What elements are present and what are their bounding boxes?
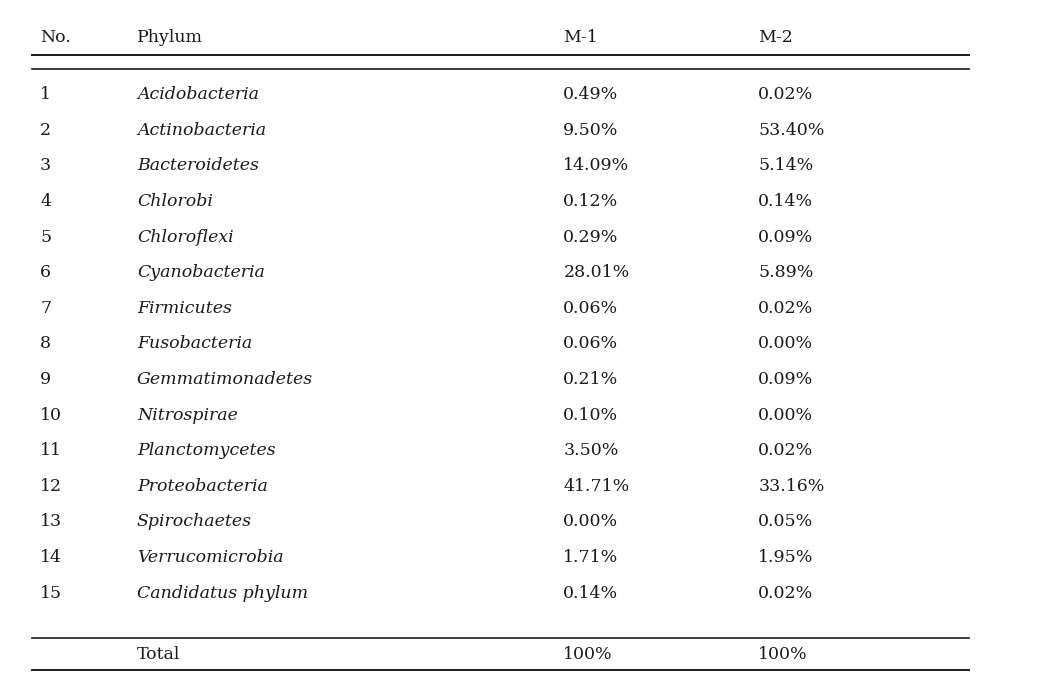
Text: 28.01%: 28.01%	[563, 264, 630, 281]
Text: 41.71%: 41.71%	[563, 478, 630, 495]
Text: 12: 12	[40, 478, 62, 495]
Text: Chlorobi: Chlorobi	[137, 193, 213, 210]
Text: 14.09%: 14.09%	[563, 158, 630, 174]
Text: 0.00%: 0.00%	[758, 336, 813, 352]
Text: 9: 9	[40, 371, 52, 388]
Text: 0.02%: 0.02%	[758, 443, 813, 459]
Text: Spirochaetes: Spirochaetes	[137, 514, 252, 530]
Text: 3.50%: 3.50%	[563, 443, 619, 459]
Text: Proteobacteria: Proteobacteria	[137, 478, 267, 495]
Text: 0.02%: 0.02%	[758, 300, 813, 316]
Text: Total: Total	[137, 646, 180, 662]
Text: 100%: 100%	[563, 646, 613, 662]
Text: Gemmatimonadetes: Gemmatimonadetes	[137, 371, 313, 388]
Text: 0.09%: 0.09%	[758, 371, 813, 388]
Text: 7: 7	[40, 300, 52, 316]
Text: M-1: M-1	[563, 29, 598, 46]
Text: 0.29%: 0.29%	[563, 229, 619, 245]
Text: Phylum: Phylum	[137, 29, 203, 46]
Text: Nitrospirae: Nitrospirae	[137, 407, 238, 423]
Text: 9.50%: 9.50%	[563, 122, 619, 138]
Text: 5.89%: 5.89%	[758, 264, 814, 281]
Text: 0.14%: 0.14%	[758, 193, 813, 210]
Text: 0.10%: 0.10%	[563, 407, 618, 423]
Text: Cyanobacteria: Cyanobacteria	[137, 264, 264, 281]
Text: 10: 10	[40, 407, 62, 423]
Text: 100%: 100%	[758, 646, 808, 662]
Text: 0.02%: 0.02%	[758, 86, 813, 103]
Text: Actinobacteria: Actinobacteria	[137, 122, 266, 138]
Text: 5: 5	[40, 229, 52, 245]
Text: 0.00%: 0.00%	[758, 407, 813, 423]
Text: 8: 8	[40, 336, 51, 352]
Text: 0.00%: 0.00%	[563, 514, 618, 530]
Text: 33.16%: 33.16%	[758, 478, 824, 495]
Text: 0.49%: 0.49%	[563, 86, 618, 103]
Text: 0.05%: 0.05%	[758, 514, 813, 530]
Text: 1.95%: 1.95%	[758, 549, 814, 566]
Text: 14: 14	[40, 549, 62, 566]
Text: Planctomycetes: Planctomycetes	[137, 443, 276, 459]
Text: 5.14%: 5.14%	[758, 158, 813, 174]
Text: Acidobacteria: Acidobacteria	[137, 86, 259, 103]
Text: M-2: M-2	[758, 29, 793, 46]
Text: 0.02%: 0.02%	[758, 585, 813, 601]
Text: 1: 1	[40, 86, 51, 103]
Text: 15: 15	[40, 585, 62, 601]
Text: Chloroflexi: Chloroflexi	[137, 229, 234, 245]
Text: 11: 11	[40, 443, 62, 459]
Text: 0.06%: 0.06%	[563, 336, 618, 352]
Text: Bacteroidetes: Bacteroidetes	[137, 158, 259, 174]
Text: 4: 4	[40, 193, 51, 210]
Text: 0.06%: 0.06%	[563, 300, 618, 316]
Text: 0.14%: 0.14%	[563, 585, 618, 601]
Text: Candidatus phylum: Candidatus phylum	[137, 585, 309, 601]
Text: 3: 3	[40, 158, 52, 174]
Text: Firmicutes: Firmicutes	[137, 300, 232, 316]
Text: 0.09%: 0.09%	[758, 229, 813, 245]
Text: Verrucomicrobia: Verrucomicrobia	[137, 549, 283, 566]
Text: 0.21%: 0.21%	[563, 371, 618, 388]
Text: 0.12%: 0.12%	[563, 193, 618, 210]
Text: 6: 6	[40, 264, 51, 281]
Text: 53.40%: 53.40%	[758, 122, 824, 138]
Text: Fusobacteria: Fusobacteria	[137, 336, 252, 352]
Text: 1.71%: 1.71%	[563, 549, 618, 566]
Text: 2: 2	[40, 122, 52, 138]
Text: 13: 13	[40, 514, 62, 530]
Text: No.: No.	[40, 29, 71, 46]
